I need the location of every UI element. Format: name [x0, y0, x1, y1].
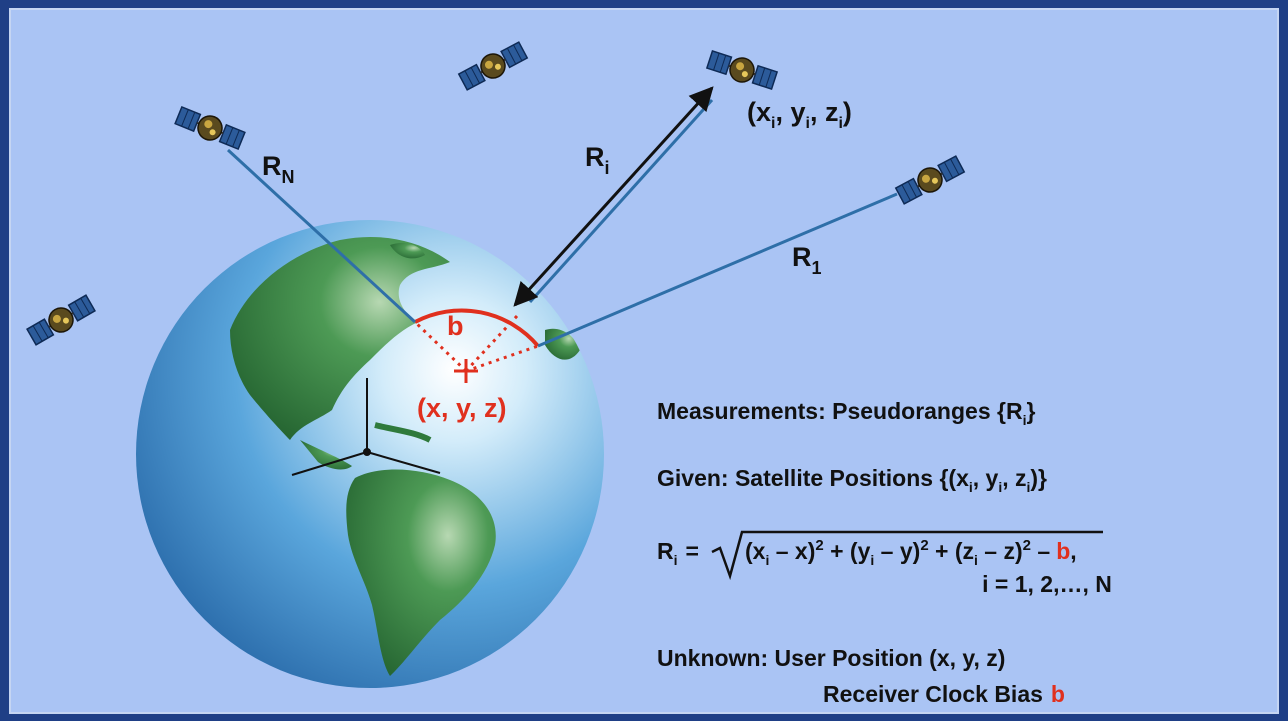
satellite-icon	[704, 47, 780, 93]
satellite-icon	[172, 103, 248, 153]
measurements-line: Measurements: Pseudoranges {Ri}	[657, 398, 1035, 428]
pseudorange-arrow	[513, 86, 714, 307]
range-label-i: Ri	[585, 142, 610, 178]
south-america-shape	[346, 469, 496, 676]
range-line-i	[528, 98, 714, 304]
satellite-position-label: (xi, yi, zi)	[747, 97, 852, 132]
unknown-line: Unknown: User Position (x, y, z)	[657, 645, 1005, 671]
range-label-1: R1	[792, 242, 822, 278]
equation-panel: Measurements: Pseudoranges {Ri} Given: S…	[657, 398, 1112, 707]
earth-globe	[136, 220, 604, 688]
north-america-shape	[230, 236, 450, 440]
satellite-icon	[456, 38, 530, 94]
satellite-icon	[24, 291, 98, 349]
clock-bias-arc	[413, 308, 540, 383]
caribbean-islands-shape	[374, 422, 432, 443]
range-label-n: RN	[262, 151, 295, 187]
sqrt-sign-icon	[711, 530, 1103, 581]
central-america-shape	[300, 440, 352, 470]
range-line-1	[537, 192, 898, 348]
pseudorange-equation: Ri = (xi – x)2 + (yi – y)2 + (zi – z)2 – b…	[657, 530, 1112, 597]
equation-radicand: (xi – x)2 + (yi – y)2 + (zi – z)2 – b,	[745, 537, 1077, 568]
africa-edge-shape	[545, 328, 580, 360]
bias-label: b	[447, 311, 464, 341]
satellite-icon	[893, 152, 967, 208]
range-line-n	[226, 148, 417, 324]
user-position-marker	[454, 359, 478, 383]
index-range-line: i = 1, 2,…, N	[982, 571, 1112, 597]
receiver-clock-bias-line: Receiver Clock Bias b	[823, 681, 1065, 707]
user-position-label: (x, y, z)	[417, 393, 507, 423]
greenland-shape	[390, 243, 425, 259]
coordinate-axes-icon	[291, 378, 441, 476]
svg-text:Ri=: Ri =	[657, 538, 699, 568]
globe-continents	[230, 236, 580, 676]
given-line: Given: Satellite Positions {(xi, yi, zi)…	[657, 465, 1047, 495]
range-lines	[226, 86, 898, 348]
